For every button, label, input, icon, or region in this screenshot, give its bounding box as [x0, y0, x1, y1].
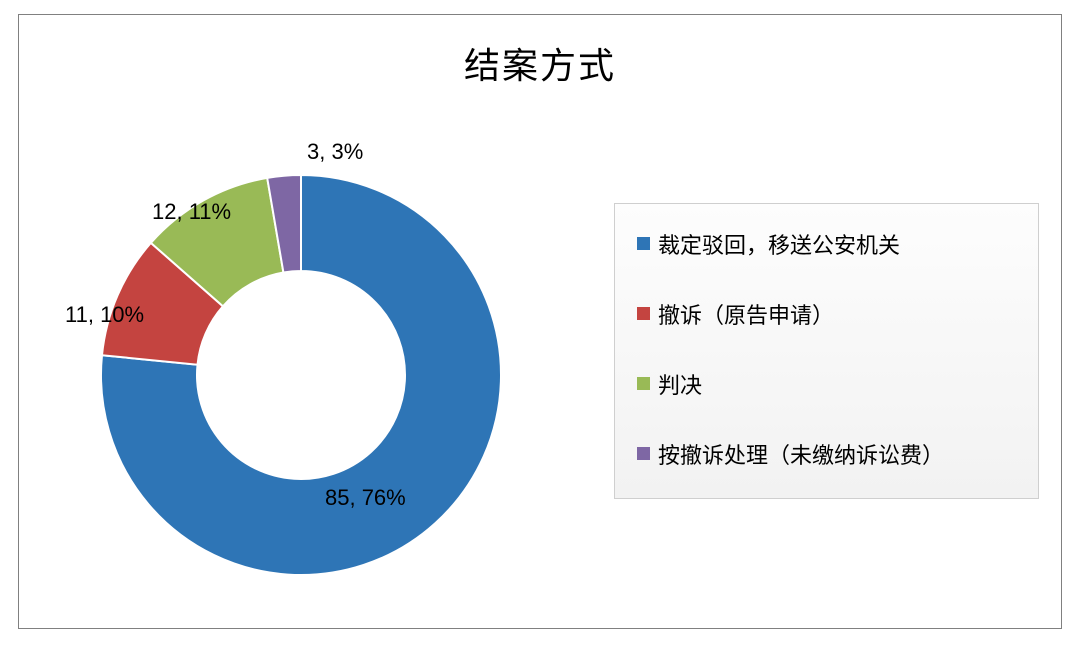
legend-label-1: 撤诉（原告申请）: [658, 300, 834, 332]
slice-label-3: 3, 3%: [307, 139, 363, 165]
chart-title: 结案方式: [19, 37, 1061, 89]
legend-swatch-1: [637, 307, 650, 320]
legend-item-0: 裁定驳回，移送公安机关: [637, 230, 1016, 262]
slice-label-0: 85, 76%: [325, 485, 406, 511]
legend-swatch-2: [637, 377, 650, 390]
slice-label-1: 11, 10%: [65, 302, 144, 328]
legend-label-2: 判决: [658, 370, 702, 402]
legend: 裁定驳回，移送公安机关 撤诉（原告申请） 判决 按撤诉处理（未缴纳诉讼费）: [614, 203, 1039, 499]
legend-label-3: 按撤诉处理（未缴纳诉讼费）: [658, 440, 944, 472]
slice-label-2: 12, 11%: [152, 199, 231, 225]
chart-frame: 结案方式 85, 76% 11, 10% 12, 11% 3, 3% 裁定驳回，…: [18, 14, 1062, 629]
legend-swatch-0: [637, 237, 650, 250]
legend-label-0: 裁定驳回，移送公安机关: [658, 230, 900, 262]
donut-chart: 85, 76% 11, 10% 12, 11% 3, 3%: [81, 135, 521, 575]
legend-item-2: 判决: [637, 370, 1016, 402]
donut-svg: [81, 135, 521, 615]
legend-item-3: 按撤诉处理（未缴纳诉讼费）: [637, 440, 1016, 472]
legend-swatch-3: [637, 447, 650, 460]
legend-item-1: 撤诉（原告申请）: [637, 300, 1016, 332]
